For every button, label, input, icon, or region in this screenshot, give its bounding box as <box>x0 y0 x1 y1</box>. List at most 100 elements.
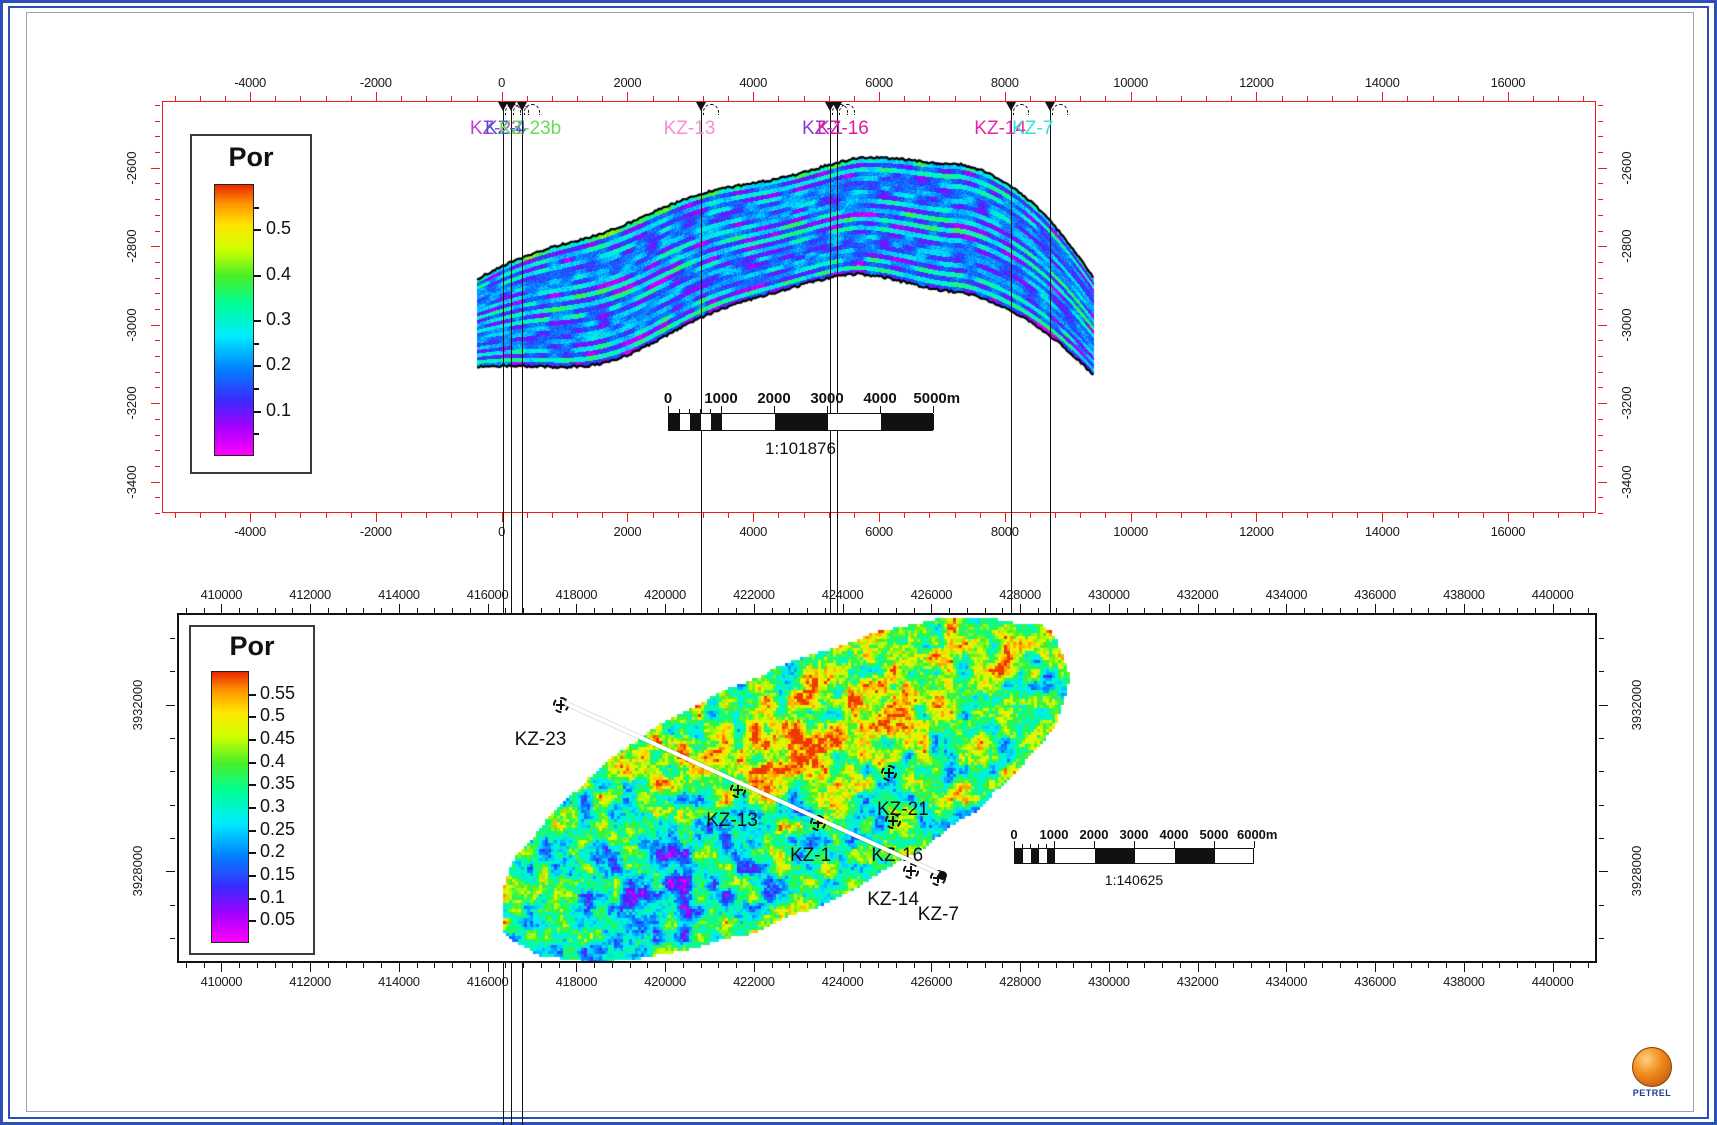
scale-ratio-label: 1:101876 <box>765 439 836 458</box>
colorbar-tick <box>249 920 256 923</box>
axis-tick-label: -2000 <box>359 75 392 90</box>
axis-tick-label: 440000 <box>1531 974 1574 989</box>
colorbar-tick-label: 0.2 <box>266 354 292 375</box>
axis-tick <box>558 963 560 968</box>
axis-tick <box>1599 804 1604 806</box>
axis-tick <box>1357 963 1359 968</box>
axis-tick <box>1357 96 1358 101</box>
well-label: KZ-14 <box>974 118 1027 139</box>
axis-tick <box>1306 513 1308 518</box>
axis-tick <box>155 261 160 263</box>
axis-tick <box>1250 963 1252 968</box>
axis-tick-label: 410000 <box>200 587 243 602</box>
scale-tick-label: 2000 <box>1079 827 1109 842</box>
axis-tick <box>1410 608 1412 613</box>
axis-tick <box>702 96 704 101</box>
colorbar-tick <box>254 320 261 322</box>
cross-section-colorbar <box>214 184 254 456</box>
axis-tick <box>155 214 160 216</box>
axis-tick <box>979 96 981 101</box>
axis-tick <box>1197 604 1199 613</box>
axis-tick <box>682 608 684 613</box>
axis-tick <box>155 152 160 153</box>
axis-tick <box>1002 963 1004 968</box>
well-head-marker <box>1005 102 1016 111</box>
scale-tick <box>721 406 722 413</box>
axis-tick <box>1407 513 1409 518</box>
colorbar-tick-label: 0.4 <box>260 750 286 771</box>
well-label: KZ-23 <box>514 728 567 750</box>
axis-tick <box>1588 963 1590 968</box>
scale-tick-label: 6000m <box>1236 827 1278 842</box>
axis-tick-label: 432000 <box>1176 587 1219 602</box>
axis-tick <box>224 513 226 518</box>
axis-tick <box>1428 963 1430 968</box>
axis-tick-label: 8000 <box>990 524 1019 539</box>
axis-tick <box>300 96 302 101</box>
axis-tick <box>151 246 160 248</box>
axis-tick <box>966 963 968 968</box>
axis-tick <box>1463 604 1465 613</box>
axis-tick <box>629 963 631 968</box>
scale-minor-tick <box>1046 844 1047 848</box>
axis-tick <box>1598 340 1603 342</box>
axis-tick <box>1126 608 1128 613</box>
axis-tick <box>155 371 160 373</box>
axis-tick <box>350 513 352 518</box>
axis-tick <box>1583 513 1585 518</box>
axis-tick <box>505 963 507 968</box>
axis-tick <box>789 963 791 968</box>
axis-tick <box>155 230 160 232</box>
axis-tick <box>627 92 629 101</box>
axis-tick <box>221 604 223 613</box>
axis-tick <box>1552 963 1554 972</box>
scale-segment <box>775 414 828 430</box>
axis-tick <box>1037 608 1039 613</box>
axis-tick <box>310 963 312 972</box>
axis-tick-label: 438000 <box>1443 587 1485 602</box>
axis-tick <box>1446 608 1448 613</box>
axis-tick <box>551 96 553 101</box>
axis-tick <box>501 92 503 101</box>
axis-tick <box>878 608 880 613</box>
colorbar-minor-tick <box>254 342 259 345</box>
axis-tick <box>842 963 844 972</box>
axis-tick <box>155 120 160 122</box>
axis-tick <box>1517 963 1519 968</box>
axis-tick-label: 420000 <box>644 587 686 602</box>
cross-section-bottom-axis: -4000 -2000 0 2000 4000 6000 8000 10000 12000 140… <box>162 513 1596 543</box>
axis-tick <box>1080 96 1082 101</box>
axis-tick <box>1256 92 1258 101</box>
axis-tick <box>1533 96 1535 101</box>
axis-tick <box>1233 963 1235 968</box>
axis-tick-label: 8000 <box>990 75 1019 90</box>
axis-tick <box>239 608 241 613</box>
axis-tick <box>611 608 613 613</box>
axis-tick <box>1331 96 1333 101</box>
axis-tick <box>401 513 402 518</box>
axis-tick <box>1598 371 1603 373</box>
axis-tick-label: -3400 <box>123 464 139 499</box>
axis-tick <box>853 96 855 101</box>
axis-tick <box>434 963 436 968</box>
axis-tick-label: 0 <box>498 524 506 539</box>
axis-tick <box>1598 324 1607 326</box>
axis-tick-label: 440000 <box>1531 587 1574 602</box>
axis-tick <box>665 604 667 613</box>
axis-tick <box>155 497 160 499</box>
axis-tick <box>310 604 312 613</box>
axis-tick <box>540 608 542 613</box>
axis-tick <box>702 513 704 518</box>
axis-tick <box>381 608 383 613</box>
scale-tick <box>1134 841 1135 848</box>
axis-tick <box>1407 96 1409 101</box>
scale-minor-tick <box>699 409 701 413</box>
axis-tick <box>1598 120 1603 122</box>
axis-tick <box>1428 608 1430 613</box>
axis-tick <box>155 465 160 467</box>
axis-tick <box>576 604 578 613</box>
scale-bar-body <box>668 413 934 431</box>
axis-tick <box>1533 513 1535 518</box>
axis-tick <box>551 513 553 518</box>
axis-tick <box>677 96 679 101</box>
